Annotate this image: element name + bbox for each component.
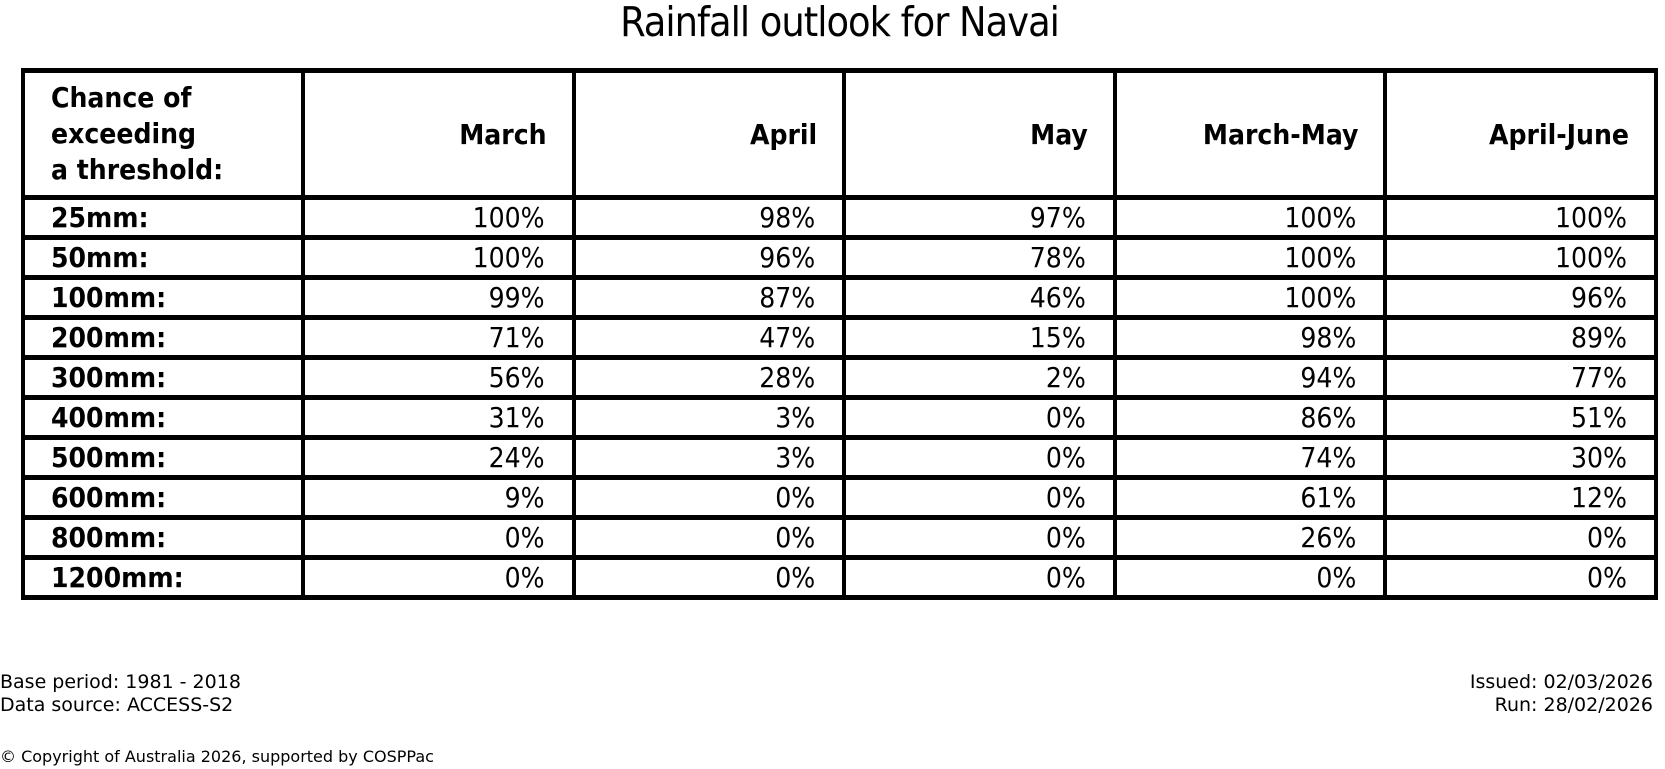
- footer-left: Base period: 1981 - 2018 Data source: AC…: [0, 671, 241, 717]
- percent-value-cell: 26%: [1112, 515, 1388, 560]
- table-row: 800mm: 0% 0% 0% 26% 0%: [21, 515, 1658, 560]
- column-header-april-june: April-June: [1383, 68, 1658, 200]
- percent-value-cell: 0%: [842, 475, 1117, 520]
- percent-value-cell: 0%: [571, 475, 847, 520]
- percent-value-cell: 87%: [571, 275, 847, 320]
- table-row: 600mm: 9% 0% 0% 61% 12%: [21, 475, 1658, 520]
- percent-value-cell: 100%: [1112, 195, 1388, 240]
- percent-value-cell: 0%: [842, 435, 1117, 480]
- percent-value-cell: 96%: [1383, 275, 1658, 320]
- page-title: Rainfall outlook for Navai: [620, 0, 1060, 46]
- percent-value-cell: 100%: [1112, 275, 1388, 320]
- rainfall-outlook-table: Chance of exceeding a threshold: March Ap…: [21, 68, 1658, 600]
- footer-right: Issued: 02/03/2026 Run: 28/02/2026: [1470, 671, 1653, 717]
- percent-value-cell: 3%: [571, 435, 847, 480]
- percent-value-cell: 15%: [842, 315, 1117, 360]
- percent-value-cell: 31%: [301, 395, 576, 440]
- percent-value-cell: 0%: [842, 515, 1117, 560]
- percent-value-cell: 24%: [301, 435, 576, 480]
- column-header-march-may: March-May: [1112, 68, 1388, 200]
- percent-value-cell: 99%: [301, 275, 576, 320]
- percent-value-cell: 78%: [842, 235, 1117, 280]
- table-row: 200mm: 71% 47% 15% 98% 89%: [21, 315, 1658, 360]
- percent-value-cell: 0%: [301, 555, 576, 600]
- percent-value-cell: 12%: [1383, 475, 1658, 520]
- percent-value-cell: 61%: [1112, 475, 1388, 520]
- issued-date-text: Issued: 02/03/2026: [1469, 671, 1653, 693]
- percent-value-cell: 98%: [571, 195, 847, 240]
- table-row: 300mm: 56% 28% 2% 94% 77%: [21, 355, 1658, 400]
- percent-value-cell: 3%: [571, 395, 847, 440]
- table-row: 25mm: 100% 98% 97% 100% 100%: [21, 195, 1658, 240]
- percent-value-cell: 74%: [1112, 435, 1388, 480]
- threshold-label: 500mm:: [21, 435, 305, 480]
- percent-value-cell: 0%: [842, 395, 1117, 440]
- copyright-text: © Copyright of Australia 2026, supported…: [0, 747, 434, 766]
- percent-value-cell: 0%: [1383, 555, 1658, 600]
- percent-value-cell: 98%: [1112, 315, 1388, 360]
- percent-value-cell: 96%: [571, 235, 847, 280]
- percent-value-cell: 0%: [1112, 555, 1388, 600]
- table-row: 50mm: 100% 96% 78% 100% 100%: [21, 235, 1658, 280]
- percent-value-cell: 97%: [842, 195, 1117, 240]
- threshold-label: 50mm:: [21, 235, 305, 280]
- threshold-label: 300mm:: [21, 355, 305, 400]
- percent-value-cell: 0%: [842, 555, 1117, 600]
- percent-value-cell: 100%: [1112, 235, 1388, 280]
- percent-value-cell: 100%: [301, 235, 576, 280]
- percent-value-cell: 56%: [301, 355, 576, 400]
- percent-value-cell: 89%: [1383, 315, 1658, 360]
- percent-value-cell: 0%: [571, 555, 847, 600]
- percent-value-cell: 100%: [1383, 195, 1658, 240]
- table-row: 100mm: 99% 87% 46% 100% 96%: [21, 275, 1658, 320]
- threshold-label: 100mm:: [21, 275, 305, 320]
- percent-value-cell: 46%: [842, 275, 1117, 320]
- table-row: 500mm: 24% 3% 0% 74% 30%: [21, 435, 1658, 480]
- percent-value-cell: 94%: [1112, 355, 1388, 400]
- percent-value-cell: 9%: [301, 475, 576, 520]
- percent-value-cell: 28%: [571, 355, 847, 400]
- percent-value-cell: 0%: [1383, 515, 1658, 560]
- percent-value-cell: 47%: [571, 315, 847, 360]
- threshold-label: 25mm:: [21, 195, 305, 240]
- threshold-label: 400mm:: [21, 395, 305, 440]
- base-period-text: Base period: 1981 - 2018: [0, 671, 241, 693]
- threshold-corner-header: Chance of exceeding a threshold:: [21, 68, 305, 200]
- percent-value-cell: 77%: [1383, 355, 1658, 400]
- threshold-label: 1200mm:: [21, 555, 305, 600]
- percent-value-cell: 100%: [301, 195, 576, 240]
- table-header-row: Chance of exceeding a threshold: March Ap…: [21, 68, 1658, 200]
- percent-value-cell: 100%: [1383, 235, 1658, 280]
- table-row: 400mm: 31% 3% 0% 86% 51%: [21, 395, 1658, 440]
- data-source-text: Data source: ACCESS-S2: [0, 694, 234, 716]
- percent-value-cell: 86%: [1112, 395, 1388, 440]
- column-header-april: April: [571, 68, 847, 200]
- percent-value-cell: 0%: [571, 515, 847, 560]
- threshold-label: 600mm:: [21, 475, 305, 520]
- threshold-label: 200mm:: [21, 315, 305, 360]
- run-date-text: Run: 28/02/2026: [1494, 694, 1653, 716]
- column-header-may: May: [842, 68, 1117, 200]
- percent-value-cell: 2%: [842, 355, 1117, 400]
- column-header-march: March: [301, 68, 576, 200]
- percent-value-cell: 51%: [1383, 395, 1658, 440]
- percent-value-cell: 0%: [301, 515, 576, 560]
- percent-value-cell: 30%: [1383, 435, 1658, 480]
- percent-value-cell: 71%: [301, 315, 576, 360]
- table-row: 1200mm: 0% 0% 0% 0% 0%: [21, 555, 1658, 600]
- threshold-label: 800mm:: [21, 515, 305, 560]
